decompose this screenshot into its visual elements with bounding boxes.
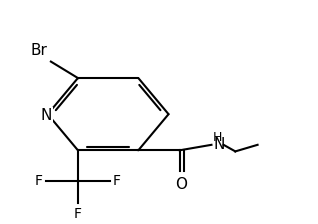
Text: F: F — [35, 174, 43, 188]
Text: Br: Br — [31, 43, 48, 58]
Text: O: O — [175, 177, 187, 192]
Text: N: N — [40, 108, 52, 123]
Text: F: F — [113, 174, 121, 188]
Text: H: H — [213, 131, 222, 144]
Text: N: N — [213, 137, 225, 152]
Text: F: F — [74, 207, 82, 221]
